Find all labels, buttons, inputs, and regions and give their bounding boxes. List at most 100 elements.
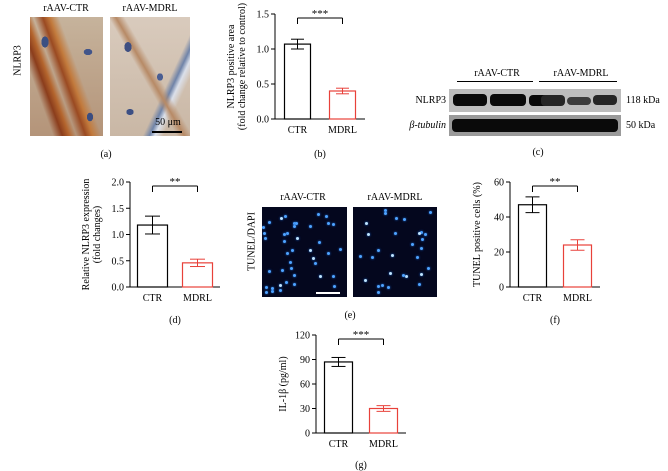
x-tick-label: MDRL — [369, 439, 398, 450]
nucleus-dot — [263, 232, 266, 235]
nucleus-dot — [291, 249, 294, 252]
y-tick-label: 2.0 — [112, 178, 125, 189]
nucleus-dot — [418, 283, 421, 286]
panel-e-row-label: TUNEL/DAPI — [246, 212, 258, 271]
nucleus-dot — [286, 232, 289, 235]
chart-g: 0 30 60 90 120 IL-1β (pg/ml) CTR MDRL *** (g) — [278, 329, 406, 471]
panel-label: (f) — [550, 315, 560, 326]
nucleus-dot — [384, 209, 387, 212]
blot-nlrp3 — [449, 89, 621, 112]
y-tick-label: 90 — [300, 355, 310, 366]
panel-a-title-ctr: rAAV-CTR — [43, 3, 89, 14]
panel-a-title-mdrl: rAAV-MDRL — [122, 3, 178, 14]
y-axis-label: Relative NLRP3 expression — [81, 179, 92, 291]
blot-row-tubulin: β-tubulin — [409, 120, 446, 131]
nucleus-dot — [377, 249, 380, 252]
nucleus-dot — [332, 223, 335, 226]
x-tick-label: MDRL — [328, 125, 357, 136]
tunel-image-mdrl — [353, 207, 437, 297]
nucleus-dot — [327, 252, 330, 255]
x-tick-label: MDRL — [183, 293, 212, 304]
y-tick-label: 0.0 — [257, 115, 270, 126]
chart-f: 0 20 40 60 TUNEL positive cells (%) CTR MDRL **… — [472, 176, 600, 326]
y-tick-label: 40 — [494, 213, 504, 224]
nucleus-dot — [314, 262, 317, 265]
significance-label: ** — [170, 176, 181, 188]
blot-tubulin — [449, 115, 621, 136]
nucleus-dot — [281, 269, 284, 272]
y-axis-label: (fold change relative to control) — [237, 3, 248, 130]
nucleus-dot — [284, 215, 287, 218]
nucleus-dot — [319, 275, 322, 278]
nucleus-dot — [420, 231, 423, 234]
y-axis-label: NLRP3 positive area — [226, 24, 237, 108]
bar — [283, 43, 312, 120]
nucleus-dot — [365, 222, 368, 225]
blot-group-line-ctr — [457, 81, 533, 82]
blot-group-ctr: rAAV-CTR — [474, 68, 520, 79]
y-tick-label: 0.5 — [112, 256, 125, 267]
nucleus-dot — [424, 233, 427, 236]
blot-kda-tubulin: 50 kDa — [626, 120, 656, 131]
panel-e-label: (e) — [344, 310, 356, 321]
y-tick-label: 20 — [494, 248, 504, 259]
nucleus-dot — [421, 238, 424, 241]
nucleus-dot — [309, 225, 312, 228]
nucleus-dot — [418, 232, 421, 235]
nucleus-dot — [402, 274, 405, 277]
y-tick-label: 1.5 — [257, 10, 270, 21]
nucleus-dot — [283, 240, 286, 243]
nucleus-dot — [427, 267, 430, 270]
nucleus-dot — [309, 249, 312, 252]
blot-row-nlrp3: NLRP3 — [415, 95, 446, 106]
blot-group-mdrl: rAAV-MDRL — [553, 68, 609, 79]
panel-e-title-ctr: rAAV-CTR — [280, 192, 326, 203]
x-tick-label: CTR — [143, 293, 163, 304]
nucleus-dot — [265, 286, 268, 289]
y-tick-label: 0.5 — [257, 80, 270, 91]
chart-d: 0.0 0.5 1.0 1.5 2.0 Relative NLRP3 expression… — [81, 176, 220, 326]
panel-a-label: (a) — [100, 149, 112, 160]
nucleus-dot — [265, 291, 268, 294]
nucleus-dot — [367, 233, 370, 236]
panel-e-title-mdrl: rAAV-MDRL — [367, 192, 423, 203]
nucleus-dot — [293, 274, 296, 277]
y-tick-label: 0 — [499, 283, 504, 294]
nucleus-dot — [327, 222, 330, 225]
panel-c-label: (c) — [532, 147, 544, 158]
nucleus-dot — [420, 273, 423, 276]
y-tick-label: 60 — [300, 380, 310, 391]
micrograph-mdrl — [110, 17, 190, 136]
nucleus-dot — [293, 222, 296, 225]
bar — [323, 361, 354, 434]
panel-label: (g) — [355, 460, 367, 471]
nucleus-dot — [293, 225, 296, 228]
nucleus-dot — [371, 256, 374, 259]
nucleus-dot — [268, 221, 271, 224]
nucleus-dot — [387, 286, 390, 289]
y-tick-label: 0 — [305, 429, 310, 440]
nucleus-dot — [377, 285, 380, 288]
y-tick-label: 1.5 — [112, 204, 125, 215]
nucleus-dot — [394, 232, 397, 235]
bar — [136, 224, 169, 288]
nucleus-dot — [317, 213, 320, 216]
nucleus-dot — [296, 237, 299, 240]
y-axis-label: (fold changes) — [92, 206, 103, 263]
nucleus-dot — [333, 285, 336, 288]
y-tick-label: 120 — [295, 331, 310, 342]
bar — [328, 90, 357, 120]
x-tick-label: CTR — [523, 293, 543, 304]
nucleus-dot — [364, 279, 367, 282]
y-tick-label: 0.0 — [112, 283, 125, 294]
panel-label: (d) — [169, 315, 181, 326]
significance-label: *** — [353, 329, 370, 341]
nucleus-dot — [268, 270, 271, 273]
bar — [368, 407, 399, 434]
y-tick-label: 1.0 — [112, 230, 125, 241]
nucleus-dot — [271, 287, 274, 290]
nucleus-dot — [381, 284, 384, 287]
nucleus-dot — [290, 267, 293, 270]
nucleus-dot — [395, 217, 398, 220]
nucleus-dot — [339, 248, 342, 251]
